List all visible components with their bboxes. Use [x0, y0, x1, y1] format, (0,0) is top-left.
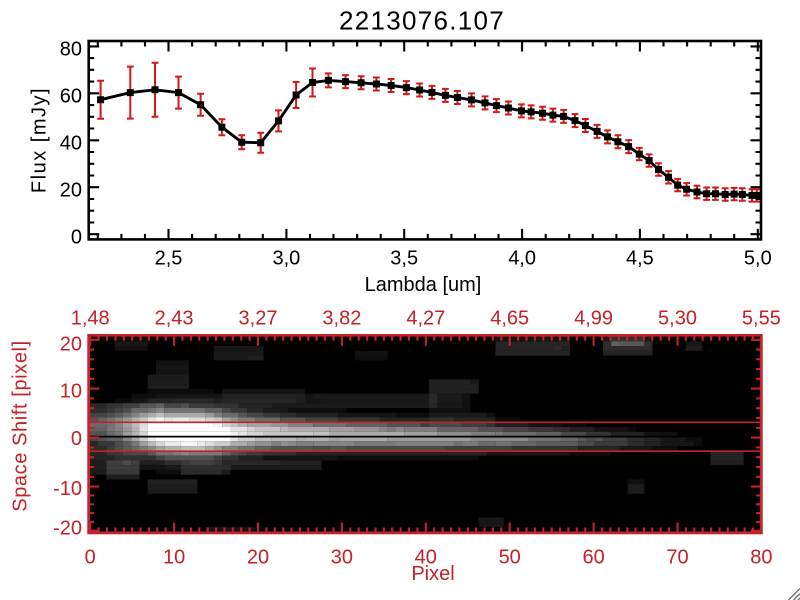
- svg-text:3,5: 3,5: [390, 248, 418, 270]
- svg-text:20: 20: [247, 547, 269, 569]
- svg-text:60: 60: [60, 86, 82, 108]
- svg-text:2,5: 2,5: [155, 248, 183, 270]
- svg-text:0: 0: [71, 428, 82, 450]
- svg-text:80: 80: [60, 39, 82, 61]
- svg-text:3,27: 3,27: [239, 308, 278, 330]
- svg-text:10: 10: [60, 381, 82, 403]
- svg-text:20: 20: [60, 180, 82, 202]
- svg-text:2,43: 2,43: [155, 308, 194, 330]
- svg-text:5,0: 5,0: [744, 248, 772, 270]
- svg-text:4,27: 4,27: [406, 308, 445, 330]
- svg-text:20: 20: [60, 333, 82, 355]
- svg-text:70: 70: [666, 547, 688, 569]
- svg-text:4,99: 4,99: [574, 308, 613, 330]
- svg-text:10: 10: [163, 547, 185, 569]
- svg-text:5,55: 5,55: [742, 308, 781, 330]
- svg-text:40: 40: [415, 547, 437, 569]
- svg-text:4,5: 4,5: [626, 248, 654, 270]
- svg-text:5,30: 5,30: [658, 308, 697, 330]
- svg-text:3,0: 3,0: [272, 248, 300, 270]
- svg-text:Space Shift [pixel]: Space Shift [pixel]: [10, 340, 32, 512]
- svg-text:0: 0: [71, 227, 82, 249]
- svg-text:3,82: 3,82: [322, 308, 361, 330]
- svg-text:Lambda [um]: Lambda [um]: [365, 274, 482, 296]
- svg-text:4,0: 4,0: [508, 248, 536, 270]
- svg-text:4,65: 4,65: [490, 308, 529, 330]
- svg-text:0: 0: [85, 547, 96, 569]
- svg-text:40: 40: [60, 133, 82, 155]
- svg-text:-10: -10: [53, 478, 82, 500]
- svg-text:-20: -20: [53, 518, 82, 540]
- svg-text:80: 80: [750, 547, 772, 569]
- svg-text:Flux [mJy]: Flux [mJy]: [29, 87, 51, 193]
- svg-text:50: 50: [499, 547, 521, 569]
- svg-text:Pixel: Pixel: [411, 563, 454, 585]
- svg-text:30: 30: [331, 547, 353, 569]
- svg-text:1,48: 1,48: [71, 308, 110, 330]
- svg-text:2213076.107: 2213076.107: [339, 6, 505, 36]
- svg-text:60: 60: [582, 547, 604, 569]
